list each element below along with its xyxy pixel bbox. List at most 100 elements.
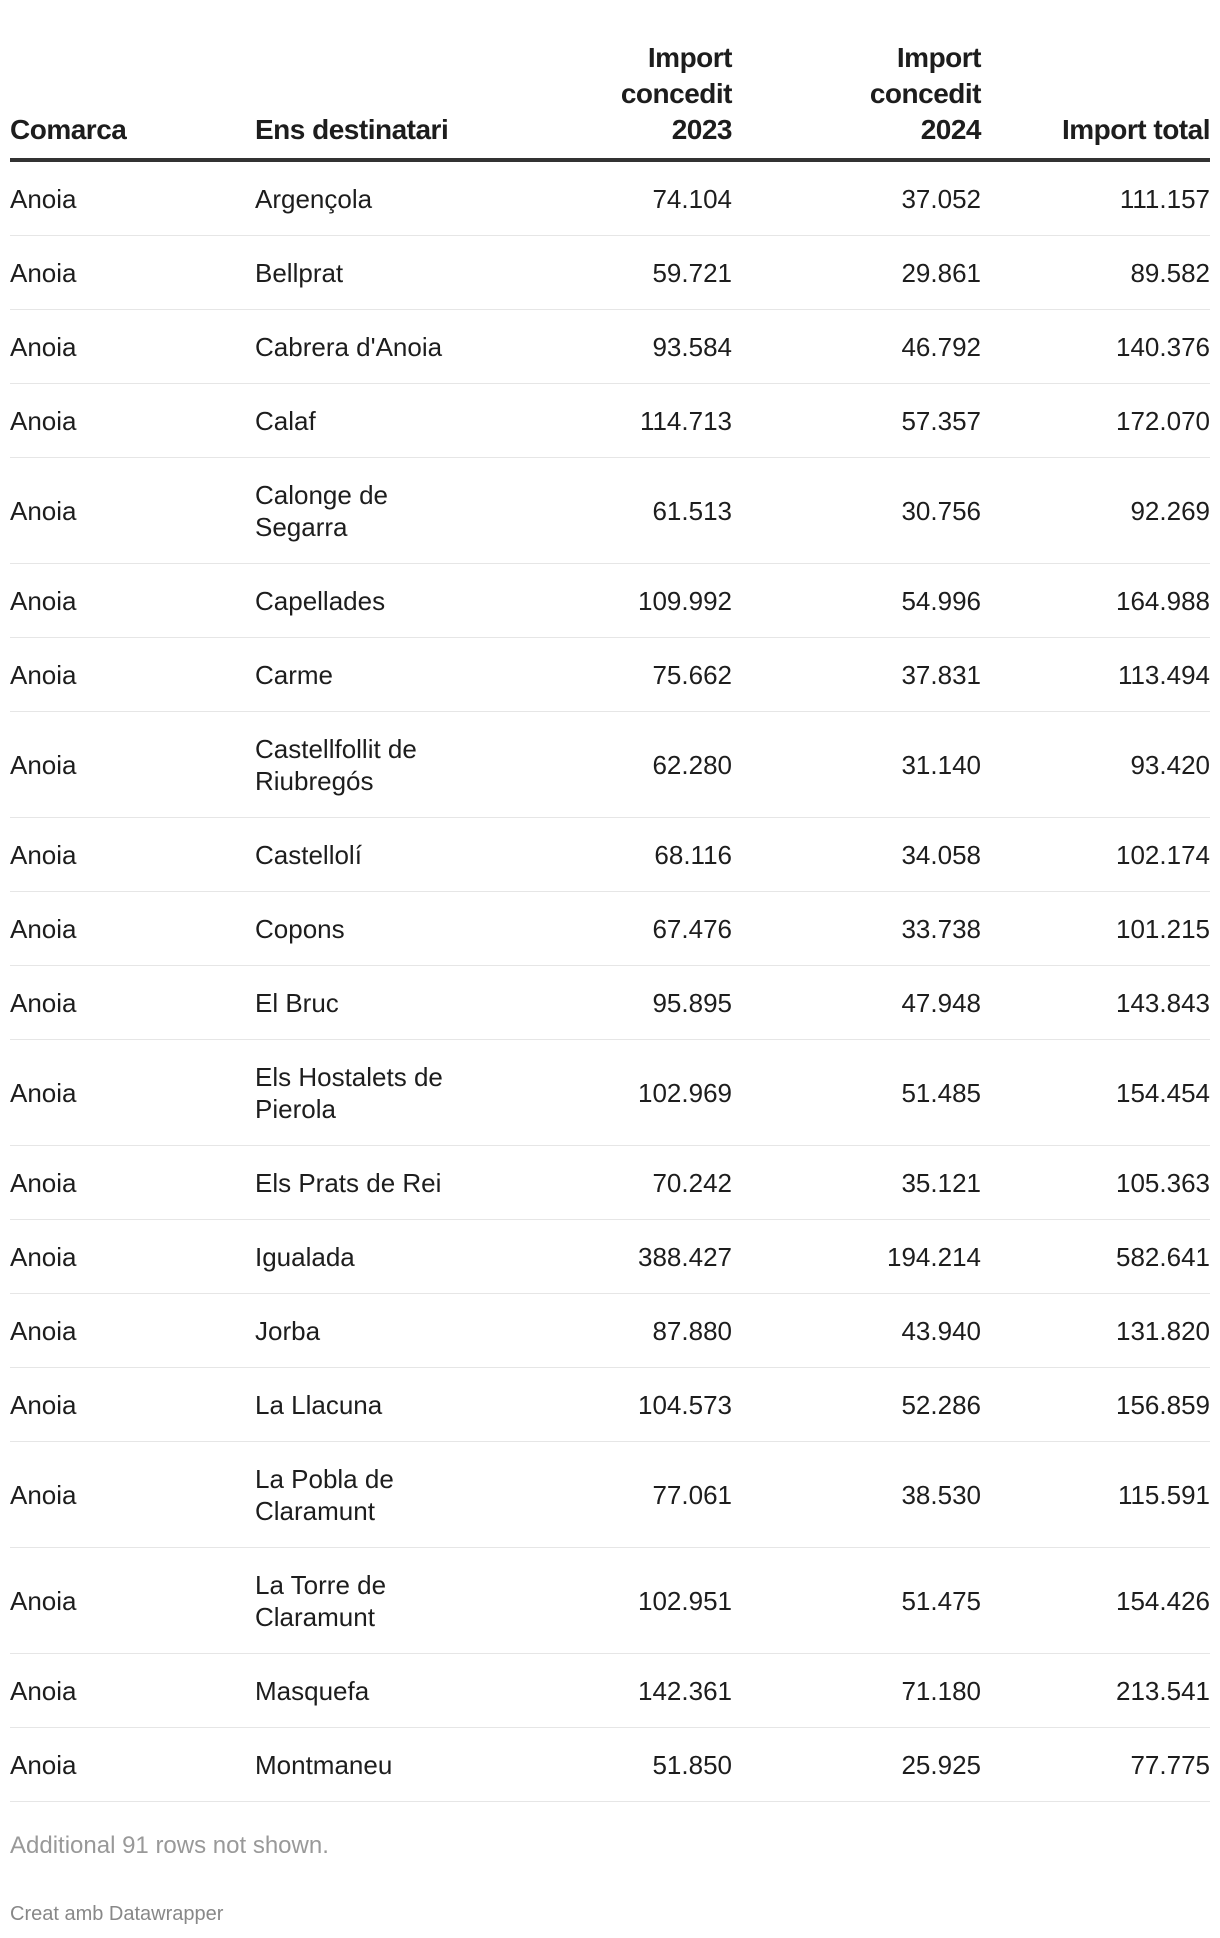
cell-ens-destinatari: El Bruc [255,965,500,1040]
cell-comarca: Anoia [10,235,255,310]
cell-import-2023: 93.584 [500,309,732,384]
cell-text: Calonge de Segarra [255,479,388,542]
table-row: Anoia Els Prats de Rei 70.242 35.121 105.363 [10,1145,1210,1220]
cell-text: La Pobla de Claramunt [255,1463,394,1526]
table-row: Anoia Calaf 114.713 57.357 172.070 [10,383,1210,458]
cell-import-2024: 37.052 [732,160,981,236]
cell-text: Els Hostalets de Pierola [255,1061,443,1124]
cell-import-total: 111.157 [981,160,1210,236]
cell-text: El Bruc [255,987,339,1018]
cell-ens-destinatari: La Llacuna [255,1367,500,1442]
cell-import-2024: 51.475 [732,1547,981,1654]
cell-import-2023: 77.061 [500,1441,732,1548]
cell-comarca: Anoia [10,1727,255,1802]
table-row: Anoia Carme 75.662 37.831 113.494 [10,637,1210,712]
cell-comarca: Anoia [10,637,255,712]
cell-text: La Llacuna [255,1389,383,1420]
table-notes: Additional 91 rows not shown. [10,1832,329,1859]
cell-comarca: Anoia [10,1145,255,1220]
cell-import-total: 140.376 [981,309,1210,384]
cell-import-2024: 31.140 [732,711,981,818]
cell-comarca: Anoia [10,711,255,818]
cell-comarca: Anoia [10,1547,255,1654]
cell-text: Carme [255,659,334,690]
header-import-2023[interactable]: Import concedit 2023 [500,40,733,162]
cell-ens-destinatari: Argençola [255,160,500,236]
cell-ens-destinatari: Castellfollit de Riubregós [255,711,500,818]
cell-import-2023: 109.992 [500,563,732,638]
cell-import-2023: 102.951 [500,1547,732,1654]
table-row: Anoia Calonge de Segarra 61.513 30.756 92.26… [10,457,1210,564]
cell-import-2023: 67.476 [500,891,732,966]
header-ens-destinatari[interactable]: Ens destinatari [255,40,500,162]
table-row: Anoia La Llacuna 104.573 52.286 156.859 [10,1367,1210,1442]
cell-comarca: Anoia [10,965,255,1040]
cell-import-2024: 43.940 [732,1293,981,1368]
cell-import-total: 92.269 [981,457,1210,564]
cell-import-total: 93.420 [981,711,1210,818]
cell-ens-destinatari: La Pobla de Claramunt [255,1441,500,1548]
cell-import-total: 164.988 [981,563,1210,638]
cell-import-2023: 51.850 [500,1727,732,1802]
cell-import-2024: 71.180 [732,1653,981,1728]
cell-import-total: 131.820 [981,1293,1210,1368]
cell-import-2023: 102.969 [500,1039,732,1146]
table-row: Anoia Argençola 74.104 37.052 111.157 [10,160,1210,236]
table-row: Anoia Igualada 388.427 194.214 582.641 [10,1219,1210,1294]
cell-text: Castellfollit de Riubregós [255,733,417,796]
cell-import-2024: 54.996 [732,563,981,638]
cell-import-total: 101.215 [981,891,1210,966]
cell-import-2023: 68.116 [500,817,732,892]
cell-import-2023: 75.662 [500,637,732,712]
cell-comarca: Anoia [10,1039,255,1146]
cell-ens-destinatari: Castellolí [255,817,500,892]
cell-comarca: Anoia [10,309,255,384]
cell-ens-destinatari: La Torre de Claramunt [255,1547,500,1654]
cell-text: Montmaneu [255,1749,393,1780]
cell-import-total: 105.363 [981,1145,1210,1220]
table-row: Anoia Bellprat 59.721 29.861 89.582 [10,235,1210,310]
cell-ens-destinatari: Copons [255,891,500,966]
cell-comarca: Anoia [10,1293,255,1368]
cell-import-total: 77.775 [981,1727,1210,1802]
table-row: Anoia La Pobla de Claramunt 77.061 38.530 11… [10,1441,1210,1548]
cell-import-total: 143.843 [981,965,1210,1040]
cell-import-2024: 46.792 [732,309,981,384]
table-row: Anoia El Bruc 95.895 47.948 143.843 [10,965,1210,1040]
cell-import-total: 156.859 [981,1367,1210,1442]
cell-import-2024: 35.121 [732,1145,981,1220]
cell-import-2023: 388.427 [500,1219,732,1294]
cell-comarca: Anoia [10,563,255,638]
cell-import-2024: 57.357 [732,383,981,458]
cell-import-2024: 37.831 [732,637,981,712]
cell-text: Calaf [255,405,316,436]
header-import-2024[interactable]: Import concedit 2024 [732,40,982,162]
cell-text: Cabrera d'Anoia [255,331,443,362]
cell-comarca: Anoia [10,160,255,236]
table-row: Anoia Castellolí 68.116 34.058 102.174 [10,817,1210,892]
cell-import-2024: 52.286 [732,1367,981,1442]
cell-import-2024: 33.738 [732,891,981,966]
cell-text: La Torre de Claramunt [255,1569,387,1632]
cell-import-2024: 30.756 [732,457,981,564]
table-row: Anoia Cabrera d'Anoia 93.584 46.792 140.376 [10,309,1210,384]
header-import-total[interactable]: Import total [981,40,1211,162]
table-row: Anoia Copons 67.476 33.738 101.215 [10,891,1210,966]
cell-text: Igualada [255,1241,355,1272]
cell-comarca: Anoia [10,383,255,458]
cell-import-2023: 114.713 [500,383,732,458]
cell-import-2023: 61.513 [500,457,732,564]
datawrapper-credit[interactable]: Creat amb Datawrapper [10,1903,224,1925]
cell-import-total: 172.070 [981,383,1210,458]
cell-ens-destinatari: Calaf [255,383,500,458]
cell-import-2023: 142.361 [500,1653,732,1728]
header-comarca[interactable]: Comarca [10,40,255,162]
cell-import-total: 102.174 [981,817,1210,892]
cell-comarca: Anoia [10,891,255,966]
cell-text: Castellolí [255,839,362,870]
cell-ens-destinatari: Els Prats de Rei [255,1145,500,1220]
cell-comarca: Anoia [10,457,255,564]
table-row: Anoia Montmaneu 51.850 25.925 77.775 [10,1727,1210,1802]
cell-ens-destinatari: Cabrera d'Anoia [255,309,500,384]
cell-import-total: 115.591 [981,1441,1210,1548]
